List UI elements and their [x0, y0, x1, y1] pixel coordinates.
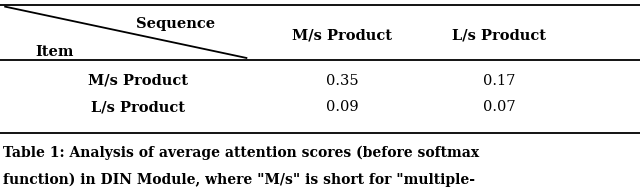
Text: 0.07: 0.07 [483, 100, 515, 114]
Text: 0.09: 0.09 [326, 100, 358, 114]
Text: L/s Product: L/s Product [91, 100, 184, 114]
Text: 0.17: 0.17 [483, 74, 515, 88]
Text: function) in DIN Module, where "M/s" is short for "multiple-: function) in DIN Module, where "M/s" is … [3, 172, 475, 187]
Text: Table 1: Analysis of average attention scores (before softmax: Table 1: Analysis of average attention s… [3, 146, 479, 160]
Text: Sequence: Sequence [136, 17, 216, 31]
Text: M/s Product: M/s Product [292, 28, 392, 42]
Text: Item: Item [35, 45, 74, 59]
Text: 0.35: 0.35 [326, 74, 358, 88]
Text: M/s Product: M/s Product [88, 74, 188, 88]
Text: L/s Product: L/s Product [452, 28, 546, 42]
